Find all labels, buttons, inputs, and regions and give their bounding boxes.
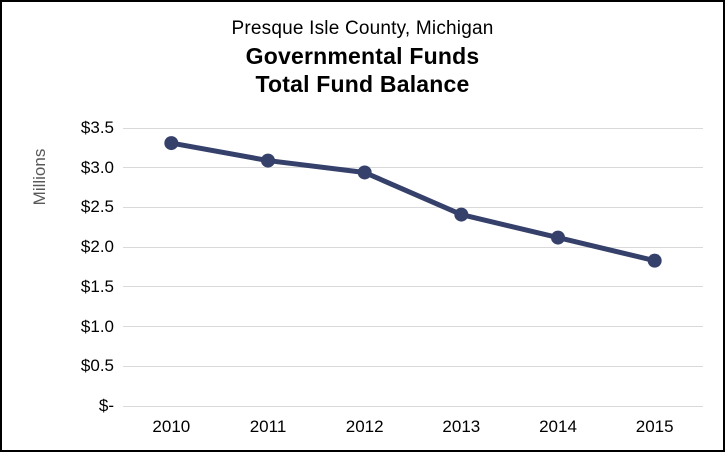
- y-tick-label: $3.5: [80, 118, 114, 137]
- data-point-2012: [357, 165, 372, 180]
- gridline: [123, 206, 703, 208]
- data-point-2015: [647, 253, 662, 268]
- gridline: [123, 405, 703, 407]
- y-tick-label: $2.5: [80, 197, 114, 217]
- gridline: [123, 326, 703, 328]
- y-tick-label: $-: [98, 396, 114, 415]
- series-line: [168, 140, 658, 264]
- y-tick-label: $2.0: [80, 237, 114, 257]
- data-point-2014: [551, 230, 565, 245]
- chart-title-line2: Governmental Funds: [245, 43, 480, 69]
- x-tick-label: 2015: [635, 417, 674, 436]
- data-point-2013: [454, 207, 469, 222]
- y-tick-label: $3.0: [80, 157, 114, 177]
- x-tick-label: 2014: [539, 417, 577, 436]
- data-point-2011: [261, 153, 275, 168]
- x-tick-label: 2012: [345, 417, 384, 436]
- gridline: [123, 127, 703, 129]
- chart-title: Presque Isle County, Michigan Government…: [2, 16, 723, 98]
- x-tick-label: 2011: [249, 417, 287, 436]
- x-tick-label: 2010: [152, 417, 191, 436]
- data-point-2010: [164, 136, 179, 151]
- y-tick-label: $1.5: [80, 276, 114, 296]
- chart-title-line1: Presque Isle County, Michigan: [231, 18, 494, 39]
- chart-title-line3: Total Fund Balance: [255, 71, 470, 97]
- gridline: [123, 286, 703, 288]
- gridline: [123, 246, 703, 248]
- y-tick-label: $0.5: [80, 356, 114, 376]
- x-tick-label: 2013: [442, 417, 481, 436]
- gridline: [123, 365, 703, 367]
- y-tick-label: $1.0: [80, 316, 114, 336]
- gridline: [123, 167, 703, 169]
